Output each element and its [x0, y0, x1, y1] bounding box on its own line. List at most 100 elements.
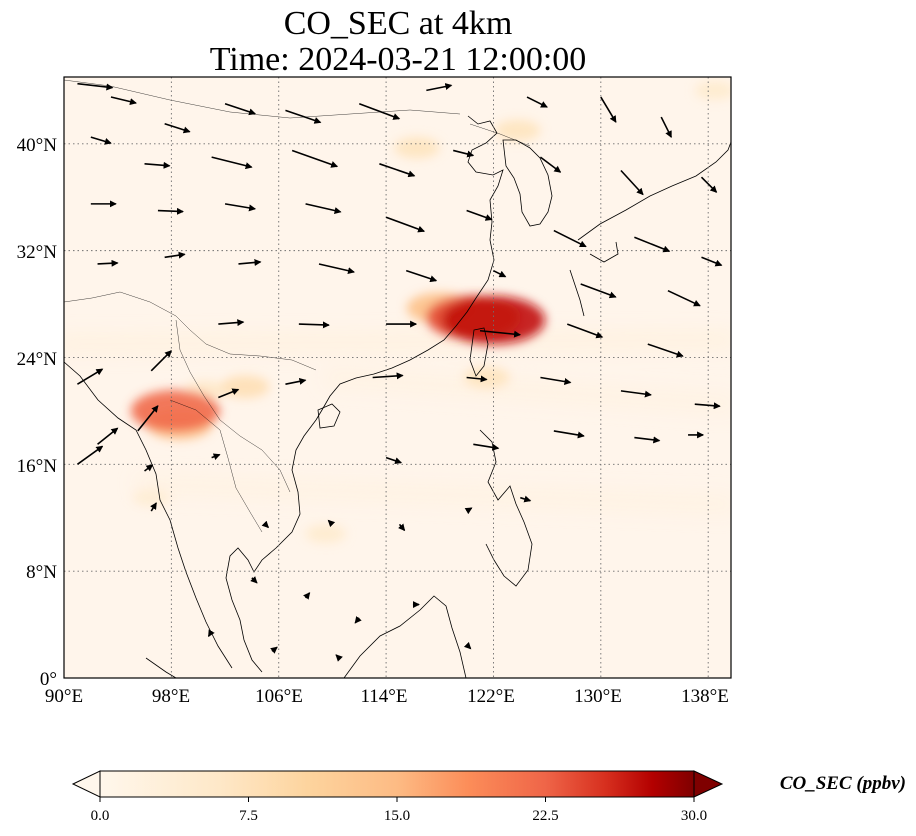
y-axis-ticks: 0° 8°N 16°N 24°N 32°N 40°N: [17, 135, 58, 690]
wind-arrow: [520, 495, 532, 503]
wind-arrow: [211, 453, 221, 461]
wind-arrow: [466, 209, 493, 221]
wind-arrow: [318, 263, 355, 275]
wind-arrow: [327, 519, 336, 528]
wind-arrow: [110, 96, 137, 106]
wind-arrow: [77, 368, 104, 385]
x-tick-label: 138°E: [681, 686, 729, 707]
chart-title: CO_SEC at 4km: [284, 5, 513, 42]
wind-arrow: [144, 161, 171, 169]
japan-coastline: [569, 141, 731, 317]
colorbar-tick-label: 30.0: [681, 808, 707, 824]
wind-arrow: [426, 83, 453, 92]
colorbar-tick-label: 0.0: [91, 808, 110, 824]
wind-arrow: [354, 616, 362, 624]
wind-arrow: [218, 388, 240, 399]
wind-arrow: [647, 343, 684, 358]
wind-arrow: [372, 372, 404, 380]
wind-arrow: [453, 149, 475, 158]
x-tick-label: 90°E: [45, 686, 83, 707]
colorbar-ticks: [99, 797, 695, 802]
wind-arrow: [97, 427, 119, 445]
y-tick-label: 8°N: [26, 562, 57, 583]
philippines-coastline: [479, 429, 533, 587]
wind-arrow: [298, 321, 330, 329]
wind-arrow: [385, 216, 426, 233]
colorbar-tick-label: 22.5: [532, 808, 558, 824]
wind-arrow: [701, 256, 723, 267]
y-tick-label: 24°N: [17, 349, 58, 370]
wind-vectors: [76, 82, 723, 662]
country-borders: [64, 79, 531, 533]
wind-arrow: [250, 576, 258, 584]
wind-arrow: [97, 259, 119, 267]
wind-arrow: [634, 236, 671, 253]
concentration-bands: [64, 332, 731, 513]
wind-arrow: [157, 207, 184, 215]
concentration-hotspot: [394, 137, 440, 159]
colorbar-gradient: [99, 770, 695, 798]
wind-arrow: [493, 269, 507, 278]
wind-arrow: [164, 251, 186, 259]
concentration-hotspot: [220, 375, 270, 399]
myanmar-coastline: [64, 361, 233, 669]
colorbar-tick-label: 15.0: [384, 808, 410, 824]
wind-arrow: [285, 109, 322, 124]
wind-arrow: [539, 156, 562, 173]
wind-arrow: [634, 436, 661, 444]
wind-arrow: [620, 169, 644, 196]
colorbar-label: CO_SEC (ppbv): [780, 773, 906, 794]
colorbar-over-extension: [693, 770, 724, 798]
wind-arrow: [600, 96, 617, 123]
concentration-band: [64, 332, 731, 353]
y-tick-label: 32°N: [17, 242, 58, 263]
gridlines: [64, 77, 731, 678]
y-tick-label: 40°N: [17, 135, 58, 156]
wind-arrow: [553, 229, 587, 248]
wind-arrow: [620, 390, 652, 398]
wind-arrow: [303, 592, 311, 600]
map-frame: [63, 76, 732, 679]
border-himalaya: [64, 291, 317, 371]
wind-arrow: [473, 443, 500, 451]
wind-arrow: [700, 176, 718, 193]
border-china-korea: [469, 123, 531, 147]
wind-arrow: [76, 445, 104, 465]
wind-arrow: [305, 203, 342, 214]
wind-arrow: [479, 329, 522, 338]
borneo-coastline: [343, 595, 467, 678]
map-panel: [63, 76, 732, 679]
colorbar-under-extension: [71, 770, 101, 798]
concentration-hotspot: [305, 524, 346, 544]
wind-arrow: [90, 136, 112, 145]
china-east-coastline: [315, 115, 504, 421]
indochina-coastline: [225, 419, 317, 673]
wind-arrow: [164, 122, 191, 134]
wind-arrow: [270, 646, 278, 654]
x-tick-label: 98°E: [152, 686, 190, 707]
wind-arrow: [660, 116, 672, 138]
wind-arrow: [694, 402, 721, 410]
coastlines: [64, 115, 731, 678]
wind-arrow: [224, 203, 257, 212]
wind-arrow: [405, 269, 438, 283]
x-tick-label: 114°E: [361, 686, 408, 707]
concentration-band: [136, 476, 731, 513]
wind-arrow: [137, 405, 159, 432]
wind-arrow: [144, 464, 154, 472]
wind-arrow: [150, 502, 157, 512]
border-mekong: [175, 319, 291, 493]
border-thai: [169, 399, 263, 533]
x-tick-label: 106°E: [255, 686, 303, 707]
border-north: [64, 79, 461, 119]
colorbar-tick-label: 7.5: [239, 808, 258, 824]
concentration-hotspot: [494, 119, 541, 142]
wind-arrow: [335, 654, 343, 662]
wind-arrow: [526, 96, 548, 108]
wind-arrow: [540, 376, 572, 385]
wind-arrow: [463, 641, 472, 650]
korea-coastline: [502, 139, 553, 227]
x-axis-ticks: 90°E 98°E 106°E 114°E 122°E 130°E 138°E: [45, 686, 729, 707]
wind-arrow: [207, 629, 215, 638]
